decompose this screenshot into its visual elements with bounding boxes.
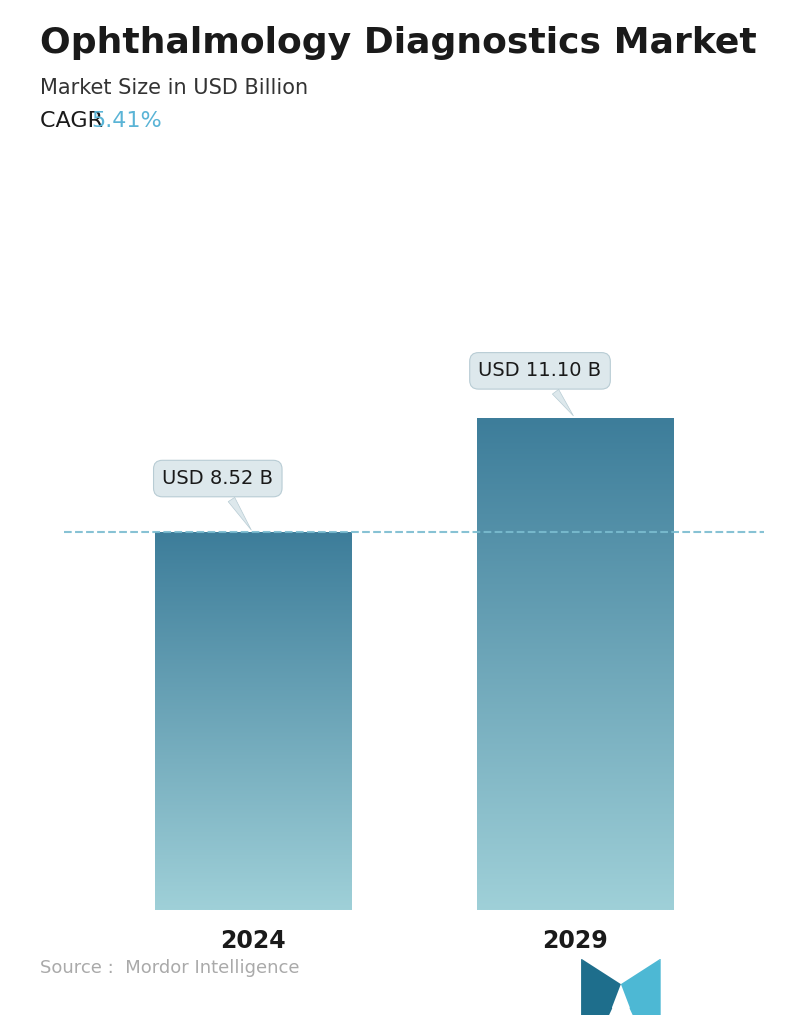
Polygon shape [621,959,661,1015]
Text: CAGR: CAGR [40,111,110,130]
Polygon shape [581,959,617,1015]
Text: Market Size in USD Billion: Market Size in USD Billion [40,78,308,97]
Text: Source :  Mordor Intelligence: Source : Mordor Intelligence [40,960,299,977]
Text: USD 11.10 B: USD 11.10 B [478,361,602,416]
Text: Ophthalmology Diagnostics Market: Ophthalmology Diagnostics Market [40,26,756,60]
Text: 5.41%: 5.41% [92,111,162,130]
Polygon shape [581,959,621,1015]
Polygon shape [609,990,633,1015]
Text: USD 8.52 B: USD 8.52 B [162,469,273,530]
Polygon shape [625,959,661,1015]
